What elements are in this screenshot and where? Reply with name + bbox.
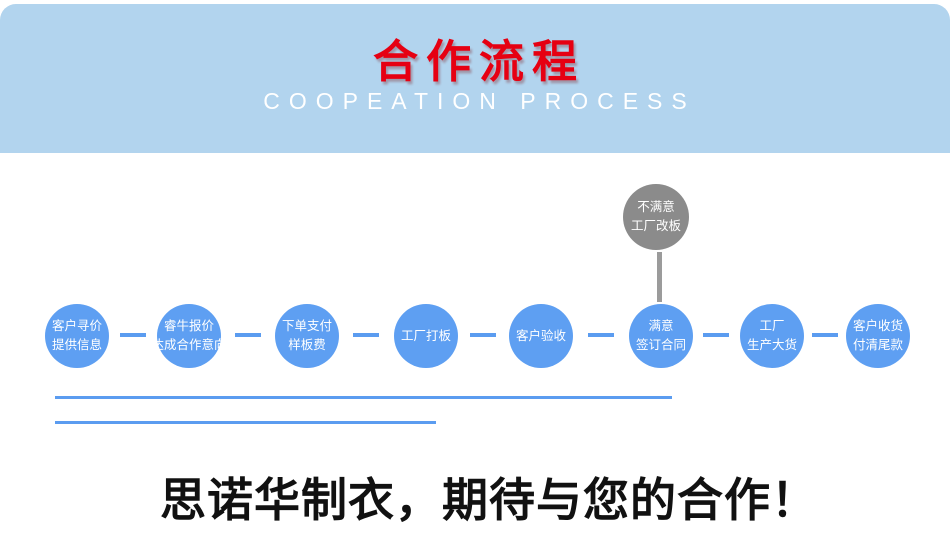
step-connector-7 xyxy=(812,333,838,337)
step-connector-4 xyxy=(470,333,496,337)
step-circle-8: 客户收货 付清尾款 xyxy=(846,304,910,368)
step-6-label-line2: 签订合同 xyxy=(635,338,686,352)
rework-label-line1: 不满意 xyxy=(637,200,675,214)
step-circle-1: 客户寻价 提供信息 xyxy=(45,304,109,368)
underline-secondary xyxy=(55,421,436,424)
step-connector-3 xyxy=(353,333,379,337)
step-5-label-line1: 客户验收 xyxy=(515,328,566,343)
step-connector-6 xyxy=(703,333,729,337)
step-2-label-line2: 达成合作意向 xyxy=(151,338,227,352)
step-3-label-line1: 下单支付 xyxy=(281,319,332,333)
step-7-label-line2: 生产大货 xyxy=(746,338,797,352)
step-circle-2: 睿牛报价 达成合作意向 xyxy=(152,304,227,368)
step-1-label-line2: 提供信息 xyxy=(51,338,102,352)
header-banner: 合作流程 COOPEATION PROCESS xyxy=(0,4,950,153)
underline-primary xyxy=(55,396,672,399)
section-subtitle: COOPEATION PROCESS xyxy=(263,88,696,114)
rework-node: 不满意 工厂改板 xyxy=(623,184,689,250)
step-1-label-line1: 客户寻价 xyxy=(51,319,102,333)
step-4-label-line1: 工厂打板 xyxy=(400,328,451,343)
rework-label-line2: 工厂改板 xyxy=(630,219,681,233)
step-7-label-line1: 工厂 xyxy=(759,319,785,333)
rework-connector-line xyxy=(657,252,662,302)
step-8-label-line1: 客户收货 xyxy=(852,319,903,333)
step-connector-5 xyxy=(588,333,614,337)
step-circle-7: 工厂 生产大货 xyxy=(740,304,804,368)
section-title: 合作流程 xyxy=(372,36,585,87)
step-3-label-line2: 样板费 xyxy=(288,338,326,352)
step-6-label-line1: 满意 xyxy=(648,319,674,333)
step-connector-1 xyxy=(120,333,146,337)
step-connector-2 xyxy=(235,333,261,337)
step-8-label-line2: 付清尾款 xyxy=(852,338,903,352)
step-2-label-line1: 睿牛报价 xyxy=(163,319,214,333)
step-circle-4: 工厂打板 xyxy=(394,304,458,368)
step-circle-6: 满意 签订合同 xyxy=(629,304,693,368)
step-circle-3: 下单支付 样板费 xyxy=(275,304,339,368)
tagline: 思诺华制衣，期待与您的合作！ xyxy=(160,475,818,526)
step-circle-5: 客户验收 xyxy=(509,304,573,368)
